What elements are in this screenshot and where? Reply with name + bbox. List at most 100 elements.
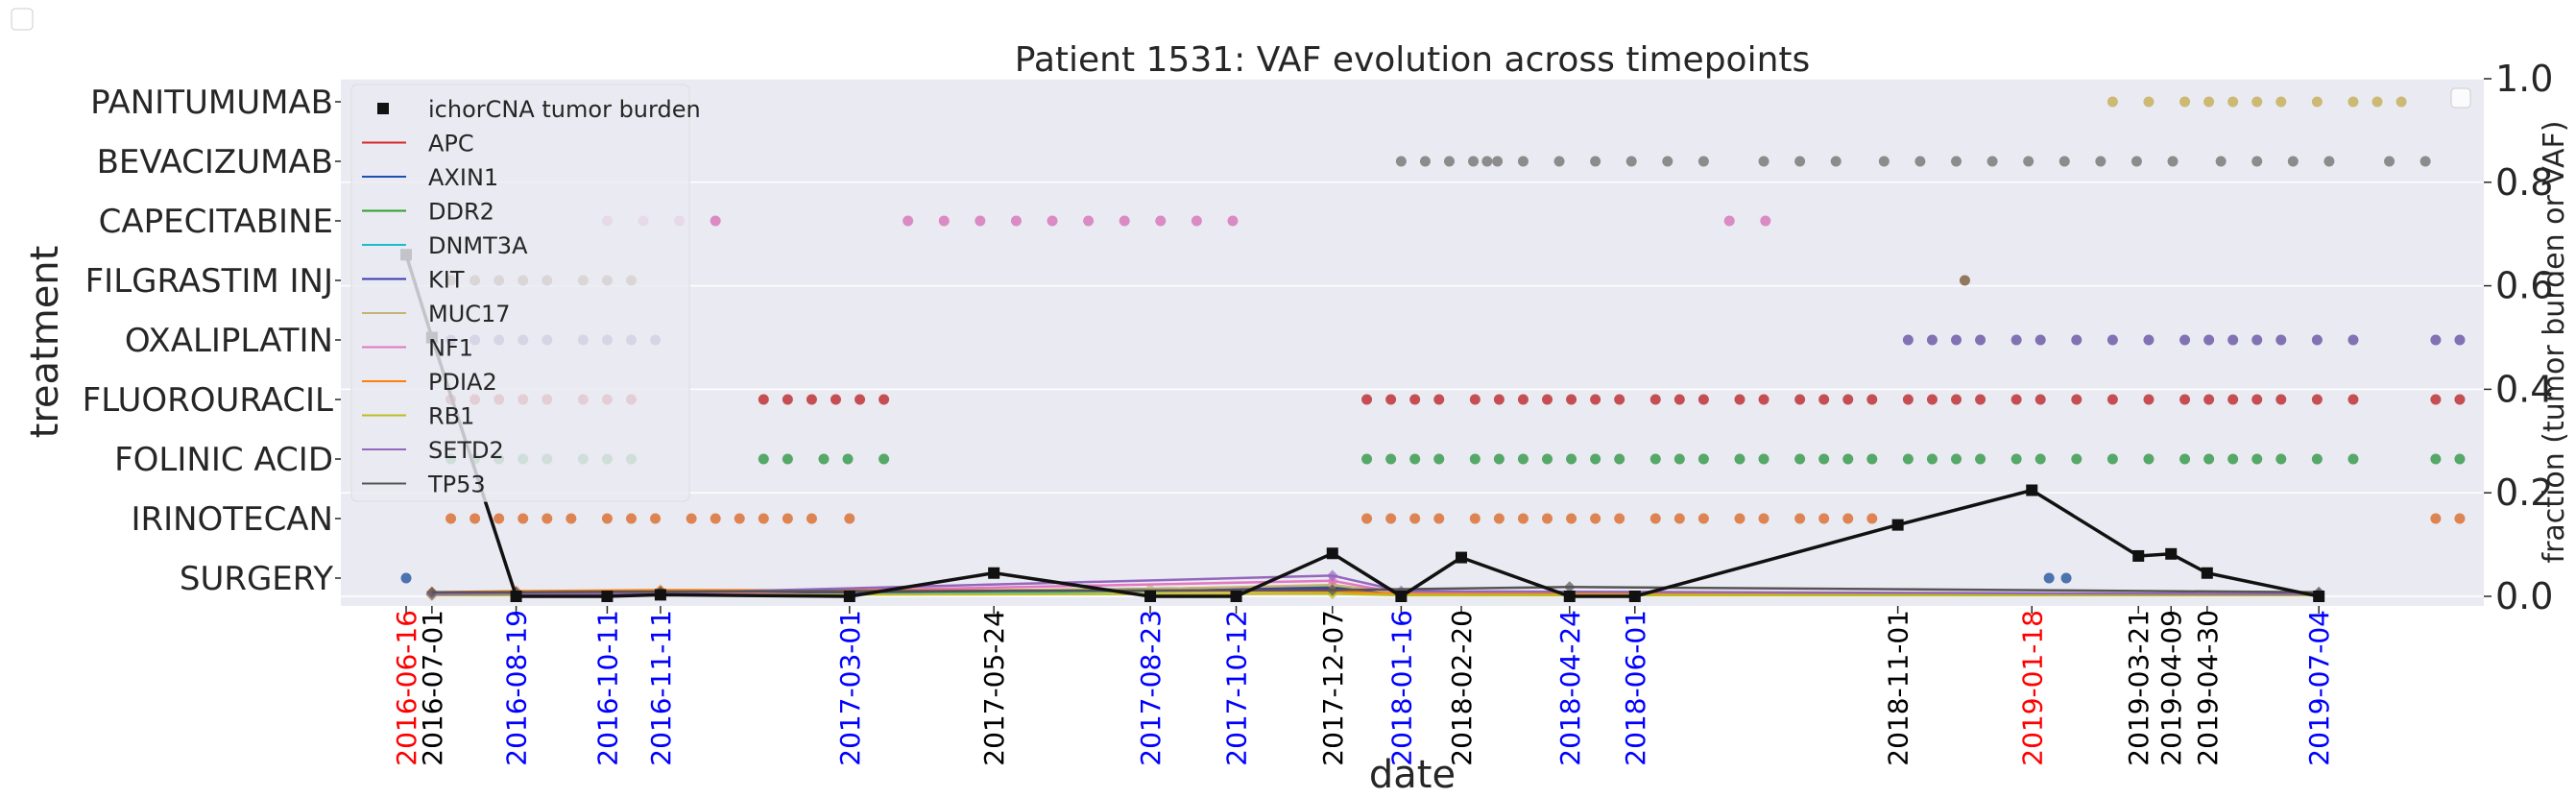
event-dot-fluorouracil xyxy=(2010,394,2022,405)
event-dot-folinic-acid xyxy=(1842,453,1854,465)
treatment-label-irinotecan: IRINOTECAN xyxy=(131,500,333,539)
event-dot-folinic-acid xyxy=(1517,453,1529,465)
date-tick-label: 2019-07-04 xyxy=(2303,610,2335,766)
tumor-burden-point xyxy=(843,591,855,602)
legend-marker-ichorcna-tumor-burden xyxy=(377,103,389,114)
event-dot-folinic-acid xyxy=(1902,453,1914,465)
event-dot-folinic-acid xyxy=(2227,453,2239,465)
vaf-point-setd2 xyxy=(1326,569,1338,582)
vaf-line-rb1 xyxy=(431,592,2320,597)
event-dot-capecitabine xyxy=(1010,215,1022,227)
event-dot-irinotecan xyxy=(2454,513,2466,524)
date-tick-label: 2016-06-16 xyxy=(391,610,422,766)
event-dot-folinic-acid xyxy=(1866,453,1878,465)
event-dot-fluorouracil xyxy=(1951,394,1962,405)
fraction-tick-label: 0.8 xyxy=(2495,161,2553,204)
date-tick-label: 2018-04-24 xyxy=(1554,610,1586,766)
event-dot-irinotecan xyxy=(1493,513,1505,524)
event-dot-irinotecan xyxy=(1614,513,1625,524)
fraction-tick-label: 0.4 xyxy=(2495,368,2553,410)
date-tick-label: 2019-03-21 xyxy=(2123,610,2155,766)
event-dot-fluorouracil xyxy=(1649,394,1661,405)
event-dot-fluorouracil xyxy=(1734,394,1745,405)
event-dot-folinic-acid xyxy=(2311,453,2323,465)
event-dot-irinotecan xyxy=(758,513,769,524)
legend: ichorCNA tumor burden APC AXIN1 DDR2 DNMT3A K… xyxy=(350,84,701,502)
tumor-burden-point xyxy=(654,589,666,601)
event-dot-bevacizumab xyxy=(1794,156,1806,167)
event-dot-irinotecan xyxy=(1566,513,1577,524)
event-dot-panitumumab xyxy=(2311,96,2323,108)
tumor-burden-point xyxy=(601,591,614,602)
event-dot-fluorouracil xyxy=(2203,394,2215,405)
event-dot-irinotecan xyxy=(1794,513,1806,524)
event-dot-irinotecan xyxy=(1542,513,1553,524)
legend-label-nf1: NF1 xyxy=(428,335,473,362)
y-axis-label: treatment xyxy=(23,246,67,439)
event-dot-folinic-acid xyxy=(2251,453,2263,465)
event-dot-irinotecan xyxy=(566,513,577,524)
event-dot-bevacizumab xyxy=(2420,156,2431,167)
event-dot-bevacizumab xyxy=(1481,156,1493,167)
event-dot-folinic-acid xyxy=(1385,453,1397,465)
event-dot-bevacizumab xyxy=(1419,156,1431,167)
event-dot-capecitabine xyxy=(1723,215,1735,227)
chart-title: Patient 1531: VAF evolution across timep… xyxy=(1015,40,1811,80)
event-dot-panitumumab xyxy=(2227,96,2239,108)
tumor-burden-point xyxy=(1563,591,1576,602)
event-dot-folinic-acid xyxy=(1469,453,1481,465)
event-dot-capecitabine xyxy=(1227,215,1239,227)
tumor-burden-point xyxy=(1628,591,1641,602)
event-dot-fluorouracil xyxy=(2227,394,2239,405)
event-dot-irinotecan xyxy=(1433,513,1445,524)
date-tick-label: 2016-08-19 xyxy=(501,610,533,766)
event-dot-fluorouracil xyxy=(1493,394,1505,405)
event-dot-fluorouracil xyxy=(1758,394,1769,405)
event-dot-fluorouracil xyxy=(1590,394,1601,405)
event-dot-irinotecan xyxy=(844,513,855,524)
event-dot-panitumumab xyxy=(2371,96,2383,108)
event-dot-irinotecan xyxy=(542,513,553,524)
treatment-label-folinic-acid: FOLINIC ACID xyxy=(114,441,333,479)
fraction-tick-label: 0.2 xyxy=(2495,472,2553,514)
event-dot-folinic-acid xyxy=(2010,453,2022,465)
treatment-label-filgrastim-inj: FILGRASTIM INJ xyxy=(85,262,333,301)
event-dot-fluorouracil xyxy=(2179,394,2191,405)
event-dot-oxaliplatin xyxy=(2311,334,2323,346)
event-dot-panitumumab xyxy=(2251,96,2263,108)
event-dot-irinotecan xyxy=(1697,513,1709,524)
vaf-point-tp53 xyxy=(1563,581,1576,593)
date-tick-label: 2017-05-24 xyxy=(978,610,1010,766)
event-dot-irinotecan xyxy=(1649,513,1661,524)
date-tick-label: 2018-11-01 xyxy=(1883,610,1914,766)
event-dot-bevacizumab xyxy=(1517,156,1529,167)
tumor-burden-point xyxy=(1326,547,1338,560)
event-dot-irinotecan xyxy=(1385,513,1397,524)
event-dot-fluorouracil xyxy=(2251,394,2263,405)
legend-label-dnmt3a: DNMT3A xyxy=(428,232,528,259)
treatment-label-capecitabine: CAPECITABINE xyxy=(99,203,333,241)
event-dot-bevacizumab xyxy=(2384,156,2395,167)
legend-label-setd2: SETD2 xyxy=(428,437,504,464)
event-dot-panitumumab xyxy=(2203,96,2215,108)
event-dot-capecitabine xyxy=(975,215,986,227)
event-dot-fluorouracil xyxy=(1902,394,1914,405)
event-dot-panitumumab xyxy=(2179,96,2191,108)
event-dot-fluorouracil xyxy=(855,394,866,405)
event-dot-folinic-acid xyxy=(1951,453,1962,465)
event-dot-fluorouracil xyxy=(2071,394,2082,405)
event-dot-folinic-acid xyxy=(758,453,769,465)
legend-label-tp53: TP53 xyxy=(427,472,486,498)
date-tick-label: 2016-07-01 xyxy=(417,610,448,766)
event-dot-capecitabine xyxy=(1191,215,1202,227)
treatment-label-bevacizumab: BEVACIZUMAB xyxy=(97,143,333,181)
event-dot-oxaliplatin xyxy=(2071,334,2082,346)
event-dot-panitumumab xyxy=(2143,96,2155,108)
vaf-point-tp53 xyxy=(425,586,438,598)
legend-label-ichorcna-tumor-burden: ichorCNA tumor burden xyxy=(428,96,701,123)
event-dot-folinic-acid xyxy=(1794,453,1806,465)
event-dot-irinotecan xyxy=(686,513,697,524)
event-dot-bevacizumab xyxy=(1395,156,1407,167)
event-dot-folinic-acid xyxy=(879,453,890,465)
